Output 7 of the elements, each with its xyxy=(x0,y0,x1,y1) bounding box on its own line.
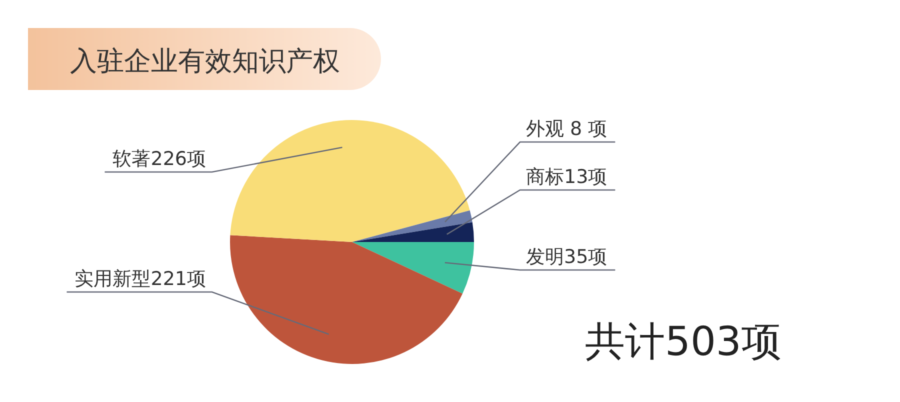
chart-title: 入驻企业有效知识产权 xyxy=(70,46,340,77)
slice-label: 商标13项 xyxy=(526,166,608,188)
slice-label: 外观 8 项 xyxy=(526,118,608,140)
slice-label: 软著226项 xyxy=(112,148,206,170)
slice-label: 实用新型221项 xyxy=(74,268,206,290)
slice-label: 发明35项 xyxy=(526,246,608,268)
text: 共计503项 xyxy=(585,319,782,365)
